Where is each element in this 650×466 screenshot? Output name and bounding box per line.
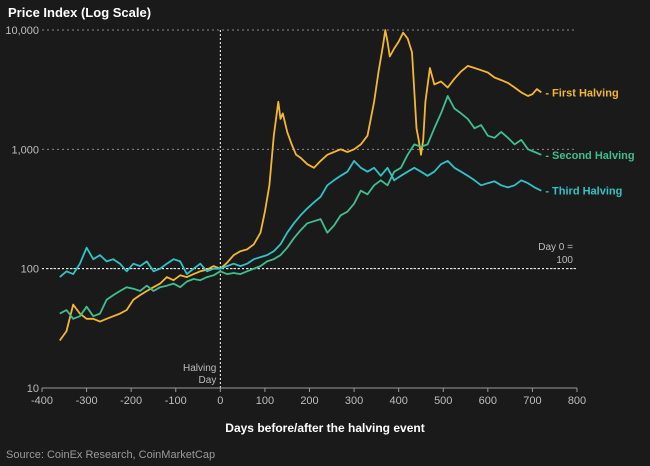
x-tick-label: -300 [76, 395, 98, 407]
x-tick-label: 100 [256, 395, 274, 407]
chart-title: Price Index (Log Scale) [8, 5, 152, 20]
series-label-1: - First Halving [545, 87, 618, 99]
source-note: Source: CoinEx Research, CoinMarketCap [6, 449, 216, 461]
day0-annotation: 100 [556, 255, 573, 266]
day0-annotation: Day 0 = [538, 242, 573, 253]
x-tick-label: 600 [479, 395, 497, 407]
series-line-1 [59, 29, 542, 342]
x-tick-label: -100 [165, 395, 187, 407]
x-tick-label: 0 [217, 395, 223, 407]
series-label-2: - Second Halving [545, 150, 634, 162]
series-label-3: - Third Halving [545, 186, 622, 198]
x-axis-label: Days before/after the halving event [225, 421, 425, 435]
halving-day-annotation: Halving [183, 363, 216, 374]
series-line-2 [59, 95, 542, 320]
x-tick-label: 500 [434, 395, 452, 407]
x-tick-label: -400 [31, 395, 53, 407]
x-tick-label: 200 [300, 395, 318, 407]
x-tick-label: 400 [389, 395, 407, 407]
x-tick-label: -200 [120, 395, 142, 407]
x-tick-label: 700 [523, 395, 541, 407]
y-tick-label: 10,000 [5, 25, 39, 37]
y-tick-label: 100 [21, 264, 39, 276]
y-tick-label: 10 [27, 383, 39, 395]
series-line-3 [59, 159, 542, 278]
x-tick-label: 800 [568, 395, 586, 407]
y-tick-label: 1,000 [11, 144, 39, 156]
halving-day-annotation: Day [199, 375, 217, 386]
x-tick-label: 300 [345, 395, 363, 407]
